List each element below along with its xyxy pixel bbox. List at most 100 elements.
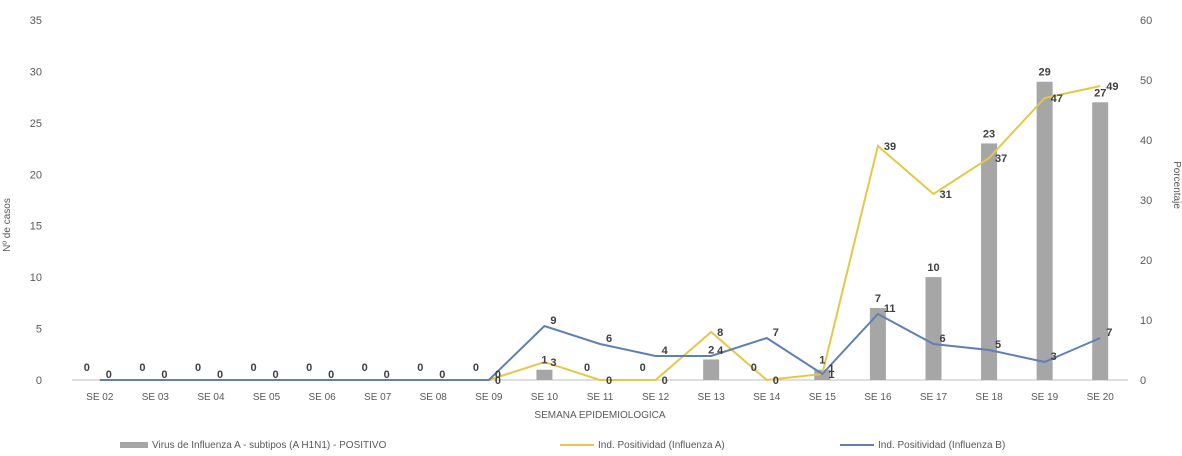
x-tick-label: SE 04 [197, 392, 225, 403]
legend: Virus de Influenza A - subtipos (A H1N1)… [120, 440, 1005, 451]
x-tick-label: SE 14 [753, 392, 781, 403]
bar-data-label: 10 [927, 262, 939, 274]
line-a-data-label: 1 [828, 369, 834, 381]
line-series [99, 85, 1101, 382]
bar [869, 308, 886, 380]
y2-tick-label: 30 [1140, 195, 1152, 207]
bar-data-label: 0 [417, 362, 423, 374]
line-b-data-label: 0 [384, 369, 390, 381]
bar-data-label: 1 [541, 355, 547, 367]
line-b-data-label: 11 [884, 303, 896, 315]
bar-data-label: 27 [1094, 87, 1106, 99]
bar-series [536, 81, 1109, 381]
x-tick-label: SE 05 [253, 392, 281, 403]
line-b-data-label: 4 [662, 345, 669, 357]
x-tick-label: SE 13 [698, 392, 726, 403]
line-b-data-label: 0 [439, 369, 445, 381]
y-tick-label: 35 [30, 15, 42, 27]
y2-tick-label: 10 [1140, 315, 1152, 327]
bar-data-label: 0 [195, 362, 201, 374]
line-influenza-b [99, 312, 1101, 381]
y2-tick-label: 40 [1140, 135, 1152, 147]
line-a-data-label: 0 [495, 375, 501, 387]
y2-tick-label: 50 [1140, 75, 1152, 87]
bar-data-label: 0 [306, 362, 312, 374]
x-tick-label: SE 09 [475, 392, 503, 403]
line-a-data-label: 0 [662, 375, 668, 387]
x-tick-label: SE 19 [1031, 392, 1059, 403]
line-b-data-label: 0 [106, 369, 112, 381]
legend-label: Ind. Positividad (Influenza B) [878, 440, 1005, 451]
bar-data-label: 0 [251, 362, 257, 374]
line-b-data-label: 7 [1106, 327, 1112, 339]
bar-data-label: 0 [139, 362, 145, 374]
line-b-data-label: 7 [773, 327, 779, 339]
line-a-data-label: 0 [606, 375, 612, 387]
legend-label: Ind. Positividad (Influenza A) [598, 440, 725, 451]
y-tick-label: 25 [30, 118, 42, 130]
line-b-data-label: 6 [939, 333, 945, 345]
right-axis-ticks: 0 10 20 30 40 50 60 [1140, 15, 1152, 387]
bar-data-label: 0 [584, 362, 590, 374]
y-axis-title: Nº de casos [2, 198, 13, 252]
line-b-data-label: 4 [717, 345, 724, 357]
line-b-data-label: 6 [606, 333, 612, 345]
x-tick-label: SE 16 [864, 392, 892, 403]
y-tick-label: 5 [36, 324, 42, 336]
line-b-data-label: 0 [328, 369, 334, 381]
bar-data-label: 0 [84, 362, 90, 374]
line-a-data-label: 31 [939, 189, 951, 201]
line-b-data-label: 0 [495, 369, 501, 381]
bar [1036, 81, 1053, 380]
line-a-data-label: 0 [773, 375, 779, 387]
line-a-data-label: 49 [1106, 81, 1118, 93]
y2-tick-label: 60 [1140, 15, 1152, 27]
y2-tick-label: 20 [1140, 255, 1152, 267]
bar [536, 369, 553, 380]
line-b-data-label: 0 [273, 369, 279, 381]
line-b-data-label: 1 [828, 363, 834, 375]
bar [981, 143, 998, 380]
x-tick-label: SE 10 [531, 392, 559, 403]
bar-data-label: 29 [1039, 67, 1051, 79]
bar-data-label: 1 [819, 355, 825, 367]
x-axis-title: SEMANA EPIDEMIOLOGICA [534, 410, 665, 421]
y2-tick-label: 0 [1140, 375, 1146, 387]
y-tick-label: 15 [30, 221, 42, 233]
x-tick-label: SE 07 [364, 392, 392, 403]
bar-data-label: 0 [640, 362, 646, 374]
line-a-data-label: 37 [995, 153, 1007, 165]
line-b-data-label: 0 [217, 369, 223, 381]
line-b-data-label: 5 [995, 339, 1001, 351]
left-axis-ticks: 0 5 10 15 20 25 30 35 [30, 15, 42, 387]
y-tick-label: 30 [30, 66, 42, 78]
x-tick-label: SE 17 [920, 392, 948, 403]
line-influenza-a [488, 85, 1101, 382]
line-b-data-label: 9 [550, 315, 556, 327]
y-tick-label: 0 [36, 375, 42, 387]
bar [703, 359, 720, 380]
x-tick-label: SE 03 [142, 392, 170, 403]
x-tick-label: SE 02 [86, 392, 114, 403]
bar-data-label: 0 [362, 362, 368, 374]
bar-data-label: 7 [875, 293, 881, 305]
legend-swatch-bar [120, 442, 148, 448]
y2-axis-title: Porcentaje [1171, 161, 1182, 209]
x-tick-label: SE 15 [809, 392, 837, 403]
line-a-data-label: 47 [1051, 93, 1063, 105]
line-a-data-label: 3 [550, 357, 556, 369]
bar [1092, 102, 1109, 381]
line-b-data-label: 0 [161, 369, 167, 381]
bar-data-label: 0 [473, 362, 479, 374]
bar-data-label: 23 [983, 128, 995, 140]
x-tick-label: SE 20 [1087, 392, 1115, 403]
y-tick-label: 10 [30, 272, 42, 284]
line-a-data-label: 39 [884, 141, 896, 153]
bar [925, 277, 942, 380]
x-tick-label: SE 08 [420, 392, 448, 403]
line-a-data-label: 8 [717, 327, 723, 339]
y-tick-label: 20 [30, 169, 42, 181]
x-tick-label: SE 11 [587, 392, 614, 403]
